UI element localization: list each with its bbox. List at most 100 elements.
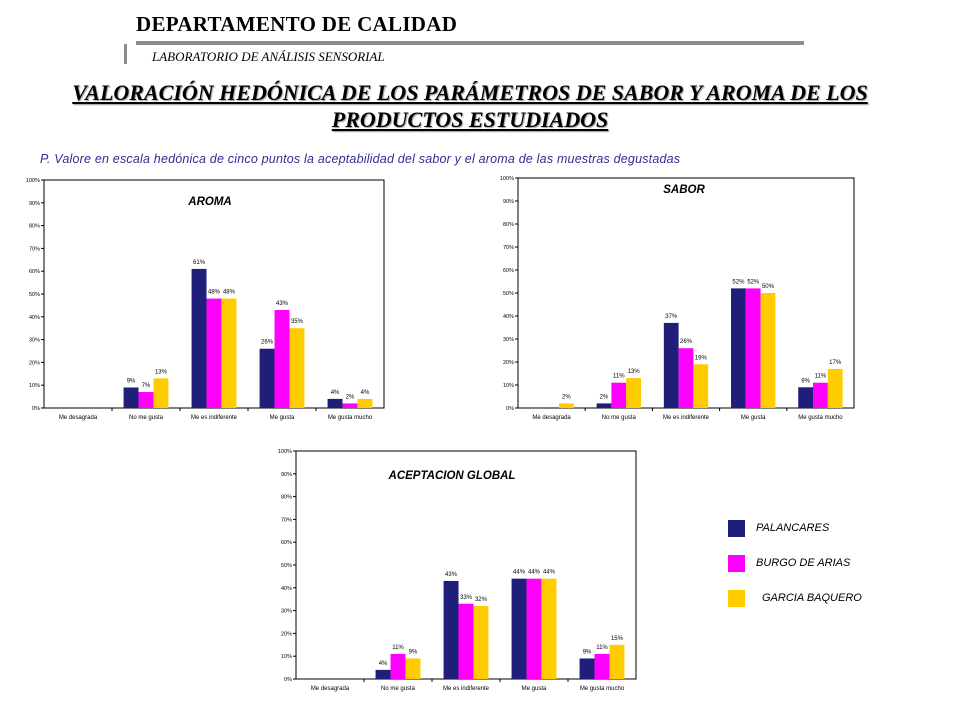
y-tick-label: 20%: [29, 360, 40, 366]
data-label-palancares: 9%: [127, 378, 136, 384]
y-tick-label: 50%: [29, 292, 40, 298]
data-label-burgo-de-arias: 52%: [747, 279, 760, 285]
bar-burgo-de-arias-me-gusta-mucho: [594, 653, 610, 679]
y-tick-label: 10%: [503, 383, 514, 389]
data-label-garcia-baquero: 13%: [155, 369, 168, 375]
y-tick-label: 100%: [26, 178, 40, 184]
survey-question: P. Valore en escala hedónica de cinco pu…: [40, 152, 681, 166]
bar-burgo-de-arias-me-gusta: [745, 288, 761, 408]
chart-title: AROMA: [187, 196, 231, 208]
bar-palancares-me-gusta: [511, 578, 527, 679]
x-category-label: Me gusta: [522, 686, 547, 692]
data-label-palancares: 2%: [600, 394, 609, 400]
data-label-burgo-de-arias: 11%: [596, 645, 608, 651]
bar-garcia-baquero-no-me-gusta: [153, 378, 169, 408]
chart-svg-sabor: 0% 10% 20% 30% 40% 50% 60% 70% 80% 90% 100% SABOR Me…: [500, 176, 855, 421]
x-category-label: No me gusta: [381, 686, 416, 692]
data-label-burgo-de-arias: 2%: [346, 394, 355, 400]
data-label-palancares: 52%: [732, 279, 745, 285]
bar-palancares-me-gusta-mucho: [579, 658, 595, 679]
y-tick-label: 20%: [281, 631, 292, 637]
data-label-garcia-baquero: 35%: [291, 319, 304, 325]
data-label-garcia-baquero: 4%: [361, 390, 370, 396]
data-label-garcia-baquero: 9%: [409, 649, 418, 655]
data-label-burgo-de-arias: 26%: [680, 339, 693, 345]
bar-garcia-baquero-me-desagrada: [558, 403, 574, 408]
data-label-garcia-baquero: 50%: [762, 284, 775, 290]
y-tick-label: 10%: [29, 383, 40, 389]
y-tick-label: 60%: [29, 269, 40, 275]
bar-garcia-baquero-me-es-indiferente: [221, 298, 237, 408]
bar-burgo-de-arias-me-gusta: [526, 578, 542, 679]
data-label-palancares: 26%: [261, 340, 274, 346]
bar-palancares-me-gusta-mucho: [798, 387, 814, 408]
bar-garcia-baquero-me-gusta: [289, 328, 305, 408]
x-category-label: Me desagrada: [59, 415, 98, 421]
y-tick-label: 20%: [503, 360, 514, 366]
data-label-burgo-de-arias: 43%: [276, 301, 289, 307]
chart-svg-aceptacion-global: 0% 10% 20% 30% 40% 50% 60% 70% 80% 90% 100% ACEPTAC…: [278, 449, 637, 692]
data-label-palancares: 4%: [379, 661, 388, 667]
data-label-burgo-de-arias: 11%: [815, 374, 827, 380]
x-category-label: Me es indiferente: [663, 415, 710, 421]
y-tick-label: 90%: [29, 201, 40, 207]
data-label-garcia-baquero: 13%: [628, 369, 641, 375]
data-label-burgo-de-arias: 11%: [392, 645, 404, 651]
x-category-label: No me gusta: [129, 415, 164, 421]
bar-palancares-me-es-indiferente: [191, 268, 207, 408]
legend-swatch-burgo-de-arias: [728, 555, 745, 572]
y-tick-label: 80%: [281, 495, 292, 501]
y-tick-label: 0%: [32, 406, 40, 412]
bar-palancares-me-es-indiferente: [443, 580, 459, 679]
y-tick-label: 90%: [281, 472, 292, 478]
data-label-garcia-baquero: 32%: [475, 597, 488, 603]
laboratory-subtitle: LABORATORIO DE ANÁLISIS SENSORIAL: [152, 49, 385, 64]
y-tick-label: 30%: [503, 337, 514, 343]
bar-palancares-no-me-gusta: [375, 669, 391, 679]
x-category-label: Me gusta mucho: [328, 415, 373, 421]
chart-title: SABOR: [663, 184, 705, 196]
bar-burgo-de-arias-no-me-gusta: [138, 392, 154, 408]
legend-swatch-garcia-baquero: [728, 590, 745, 607]
data-label-palancares: 43%: [445, 572, 458, 578]
y-tick-label: 50%: [281, 563, 292, 569]
department-title: DEPARTAMENTO DE CALIDAD: [136, 12, 458, 36]
y-tick-label: 100%: [500, 176, 514, 182]
data-label-palancares: 4%: [331, 390, 340, 396]
data-label-burgo-de-arias: 7%: [142, 383, 151, 389]
legend-label-garcia-baquero: GARCIA BAQUERO: [762, 592, 862, 604]
data-label-garcia-baquero: 19%: [695, 355, 708, 361]
bar-burgo-de-arias-me-es-indiferente: [678, 348, 694, 408]
y-tick-label: 60%: [503, 268, 514, 274]
x-category-label: Me gusta: [270, 415, 295, 421]
x-category-label: Me gusta mucho: [798, 415, 843, 421]
y-tick-label: 30%: [281, 609, 292, 615]
y-tick-label: 70%: [281, 517, 292, 523]
data-label-garcia-baquero: 15%: [611, 636, 624, 642]
bar-garcia-baquero-no-me-gusta: [626, 378, 641, 408]
y-tick-label: 80%: [29, 224, 40, 230]
legend-label-palancares: PALANCARES: [756, 522, 830, 534]
data-label-garcia-baquero: 17%: [829, 360, 842, 366]
bar-palancares-me-gusta: [259, 348, 275, 408]
x-category-label: Me es indiferente: [191, 415, 238, 421]
data-label-burgo-de-arias: 33%: [460, 595, 473, 601]
legend-swatch-palancares: [728, 520, 745, 537]
data-label-garcia-baquero: 48%: [223, 290, 236, 296]
x-category-label: Me gusta: [741, 415, 766, 421]
x-category-label: Me desagrada: [532, 415, 571, 421]
bar-palancares-no-me-gusta: [596, 403, 612, 408]
bar-palancares-me-es-indiferente: [663, 322, 679, 408]
y-tick-label: 70%: [503, 245, 514, 251]
bar-garcia-baquero-me-gusta: [760, 293, 776, 408]
bar-palancares-no-me-gusta: [123, 387, 139, 408]
data-label-garcia-baquero: 44%: [543, 570, 556, 576]
bar-burgo-de-arias-me-gusta-mucho: [342, 403, 358, 408]
data-label-garcia-baquero: 2%: [562, 394, 571, 400]
y-tick-label: 80%: [503, 222, 514, 228]
bar-burgo-de-arias-me-gusta-mucho: [813, 382, 828, 408]
x-category-label: Me es indiferente: [443, 686, 490, 692]
aceptacion-global-chart: 0% 10% 20% 30% 40% 50% 60% 70% 80% 90% 100% ACEPTAC…: [266, 445, 642, 700]
bar-burgo-de-arias-me-es-indiferente: [206, 298, 222, 408]
y-tick-label: 60%: [281, 540, 292, 546]
